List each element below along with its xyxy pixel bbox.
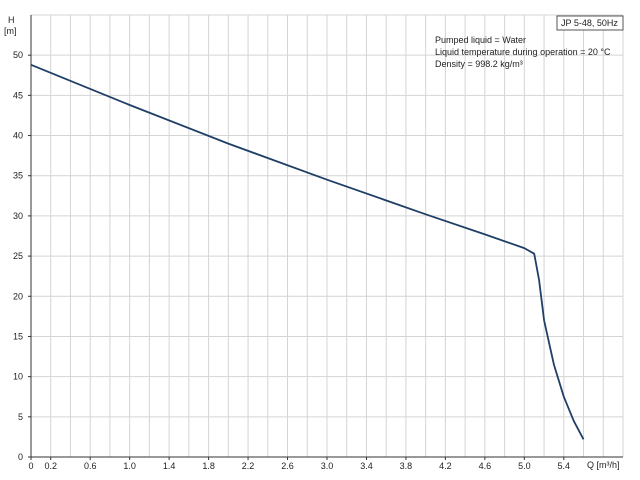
y-tick-label: 30 — [13, 211, 23, 221]
y-tick-label: 0 — [18, 452, 23, 462]
x-tick-label: 4.2 — [439, 461, 452, 471]
series-line — [30, 63, 585, 440]
y-axis-label-h: H — [8, 15, 15, 25]
x-tick-label: 3.8 — [400, 461, 413, 471]
x-tick-label: 5.0 — [518, 461, 531, 471]
x-tick-label: 2.6 — [281, 461, 294, 471]
y-tick-label: 5 — [18, 412, 23, 422]
x-tick-label: 4.6 — [479, 461, 492, 471]
annotation-density: Density = 998.2 kg/m³ — [435, 59, 523, 69]
x-axis-label: Q [m³/h] — [587, 460, 620, 470]
x-tick-label: 3.4 — [360, 461, 373, 471]
y-axis-label-unit: [m] — [4, 26, 17, 36]
y-tick-label: 10 — [13, 372, 23, 382]
model-label-box — [556, 15, 624, 31]
x-tick-label: 1.8 — [202, 461, 215, 471]
annotation-temperature: Liquid temperature during operation = 20… — [435, 47, 611, 57]
x-tick-label: 0.6 — [84, 461, 97, 471]
x-tick-label: 1.4 — [163, 461, 176, 471]
y-tick-label: 50 — [13, 50, 23, 60]
x-tick-label: 5.4 — [558, 461, 571, 471]
x-tick-label: 2.2 — [242, 461, 255, 471]
model-label: JP 5-48, 50Hz — [561, 18, 618, 28]
x-tick-label: 0 — [28, 461, 33, 471]
y-tick-label: 35 — [13, 171, 23, 181]
y-tick-label: 45 — [13, 90, 23, 100]
y-tick-labels: 0 5 10 15 20 25 30 35 40 45 50 — [13, 50, 31, 462]
annotation-liquid: Pumped liquid = Water — [435, 35, 526, 45]
y-tick-label: 25 — [13, 251, 23, 261]
series-group — [30, 63, 585, 440]
y-tick-label: 40 — [13, 131, 23, 141]
x-tick-labels: 0 0.2 0.6 1.0 1.4 1.8 2.2 2.6 3.0 3.4 3.8 4.2 4.6 5.0… — [28, 457, 570, 471]
x-tick-label: 0.2 — [44, 461, 57, 471]
grid — [31, 14, 624, 457]
y-tick-label: 15 — [13, 331, 23, 341]
y-tick-label: 20 — [13, 291, 23, 301]
x-tick-label: 1.0 — [123, 461, 136, 471]
x-tick-label: 3.0 — [321, 461, 334, 471]
